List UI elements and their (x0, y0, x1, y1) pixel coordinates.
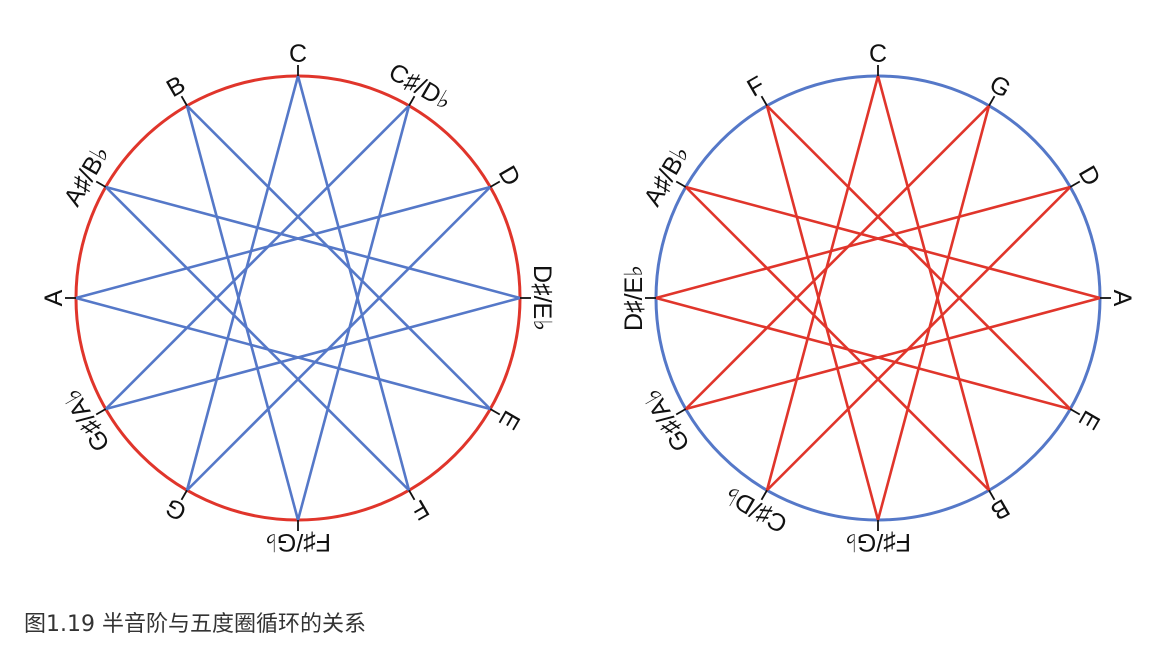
tick-g (180, 489, 188, 501)
star-line-g-sharp-a-flat-to-g (684, 104, 990, 410)
star-line-e-to-d-sharp-e-flat (655, 296, 1071, 411)
note-label-a: A (40, 289, 68, 306)
star-line-a-sharp-b-flat-to-d-sharp-e-flat (105, 185, 521, 300)
note-label-c: C (869, 40, 887, 68)
tick-g-sharp-a-flat (675, 408, 687, 416)
outer-circle (654, 74, 1102, 522)
note-label-c: C (289, 40, 307, 68)
note-label-f-sharp-g-flat: F♯/G♭ (265, 528, 331, 556)
note-label-e: E (493, 406, 526, 434)
star-line-d-sharp-e-flat-to-d (655, 185, 1071, 300)
note-label-d: D (1073, 161, 1106, 191)
figure-caption: 图1.19 半音阶与五度圈循环的关系 (24, 612, 366, 637)
star-line-f-to-a-sharp-b-flat (104, 186, 410, 492)
note-label-g-sharp-a-flat: G♯/A♭ (58, 384, 116, 456)
note-label-d-sharp-e-flat: D♯/E♭ (620, 265, 648, 331)
star-line-f-sharp-g-flat-to-b (185, 105, 300, 521)
star-line-c-to-f (296, 75, 411, 491)
note-label-e: E (1073, 406, 1106, 434)
tick-b (988, 489, 996, 501)
note-label-f-sharp-g-flat: F♯/G♭ (845, 528, 911, 556)
star-line-a-to-d (75, 185, 491, 300)
outer-circle (74, 74, 522, 522)
star-line-d-to-c-sharp-d-flat (766, 186, 1072, 492)
tick-c-sharp-d-flat (408, 95, 416, 107)
star-line-b-to-e (186, 104, 492, 410)
star-line-b-to-a-sharp-b-flat (684, 186, 990, 492)
tick-e (1069, 408, 1081, 416)
diagram-canvas: C C♯/D♭ D D♯/E♭ E F F♯/G♭ G G♯/A♭ A A♯/B♭ B C G D A E B F… (40, 40, 1136, 556)
star-line-c-sharp-d-flat-to-f-sharp-g-flat (296, 105, 411, 521)
tick-d (489, 180, 501, 188)
note-label-c-sharp-d-flat: C♯/D♭ (384, 58, 456, 116)
star-line-a-to-g-sharp-a-flat (685, 296, 1101, 411)
star-line-d-sharp-e-flat-to-g-sharp-a-flat (105, 296, 521, 411)
tick-c-sharp-d-flat (760, 489, 768, 501)
star-line-f-sharp-g-flat-to-f (765, 105, 880, 521)
note-label-g: G (985, 70, 1016, 104)
star-line-d-to-g (186, 186, 492, 492)
tick-f (760, 95, 768, 107)
note-label-f: F (742, 71, 769, 103)
note-label-g: G (161, 492, 192, 526)
note-label-b: B (162, 70, 190, 103)
circle-of-fifths-diagram: C G D A E B F♯/G♭ C♯/D♭ G♯/A♭ D♯/E♭ A♯/B♭ F (620, 40, 1136, 556)
note-label-a-sharp-b-flat: A♯/B♭ (638, 141, 695, 211)
star-line-c-to-b (876, 75, 991, 491)
tick-a-sharp-b-flat (95, 180, 107, 188)
note-label-a-sharp-b-flat: A♯/B♭ (58, 141, 115, 211)
note-label-b: B (986, 493, 1014, 526)
tick-g (988, 95, 996, 107)
tick-b (180, 95, 188, 107)
star-line-f-to-e (766, 104, 1072, 410)
tick-d (1069, 180, 1081, 188)
star-line-a-sharp-b-flat-to-a (685, 185, 1101, 300)
note-label-a: A (1108, 290, 1136, 307)
note-label-d-sharp-e-flat: D♯/E♭ (528, 265, 556, 331)
tick-g-sharp-a-flat (95, 408, 107, 416)
note-label-c-sharp-d-flat: C♯/D♭ (720, 480, 792, 538)
note-label-d: D (493, 161, 526, 191)
note-label-f: F (406, 493, 433, 525)
tick-e (489, 408, 501, 416)
chromatic-circle-diagram: C C♯/D♭ D D♯/E♭ E F F♯/G♭ G G♯/A♭ A A♯/B♭ B (40, 40, 556, 556)
note-label-g-sharp-a-flat: G♯/A♭ (638, 384, 696, 456)
star-line-c-sharp-d-flat-to-c (765, 75, 880, 491)
tick-f (408, 489, 416, 501)
star-line-g-sharp-a-flat-to-c-sharp-d-flat (104, 104, 410, 410)
star-line-g-to-f-sharp-g-flat (876, 105, 991, 521)
star-line-e-to-a (75, 296, 491, 411)
star-line-g-to-c (185, 75, 300, 491)
tick-a-sharp-b-flat (675, 180, 687, 188)
